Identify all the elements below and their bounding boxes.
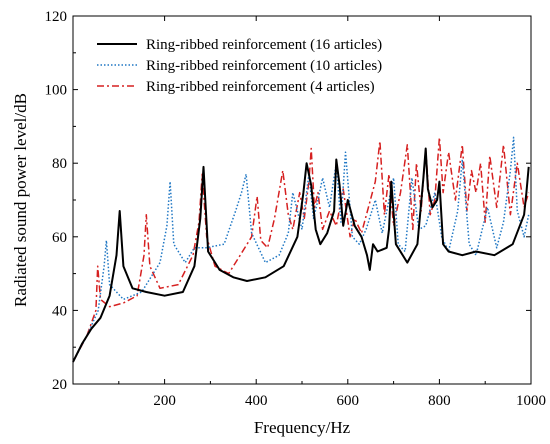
x-tick-label: 1000 (516, 393, 546, 409)
legend: Ring-ribbed reinforcement (16 articles) R… (97, 37, 382, 95)
y-tick-label: 20 (52, 377, 67, 393)
legend-label-0: Ring-ribbed reinforcement (16 articles) (146, 37, 382, 53)
y-tick-label: 100 (45, 83, 68, 99)
x-tick-label: 600 (337, 393, 360, 409)
series-lines (72, 136, 530, 363)
x-axis-title: Frequency/Hz (254, 418, 351, 437)
x-tick-label: 200 (153, 393, 176, 409)
x-axis-ticks: 200 400 600 800 1000 (118, 16, 546, 409)
legend-label-2: Ring-ribbed reinforcement (4 articles) (146, 79, 375, 95)
x-tick-label: 400 (245, 393, 268, 409)
y-tick-label: 120 (45, 9, 68, 25)
y-tick-label: 60 (52, 230, 67, 246)
x-tick-label: 800 (428, 393, 451, 409)
legend-label-1: Ring-ribbed reinforcement (10 articles) (146, 58, 382, 74)
series-line-0 (72, 147, 530, 363)
series-line-1 (72, 136, 530, 363)
y-axis-ticks: 20 40 60 80 100 120 (45, 9, 531, 393)
series-line-2 (72, 136, 530, 363)
y-tick-label: 40 (52, 303, 67, 319)
y-axis-title: Radiated sound power level/dB (11, 93, 30, 307)
y-tick-label: 80 (52, 156, 67, 172)
